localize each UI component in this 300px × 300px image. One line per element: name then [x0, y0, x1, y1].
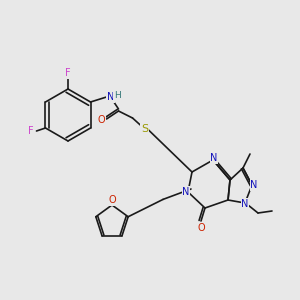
Text: O: O [98, 115, 105, 125]
Text: O: O [197, 223, 205, 233]
Text: H: H [114, 91, 121, 100]
Text: F: F [65, 68, 71, 78]
Text: F: F [28, 126, 33, 136]
Text: N: N [107, 92, 114, 102]
Text: N: N [241, 199, 249, 209]
Text: S: S [141, 124, 148, 134]
Text: O: O [108, 195, 116, 205]
Text: N: N [182, 187, 190, 197]
Text: N: N [210, 153, 218, 163]
Text: N: N [250, 180, 258, 190]
